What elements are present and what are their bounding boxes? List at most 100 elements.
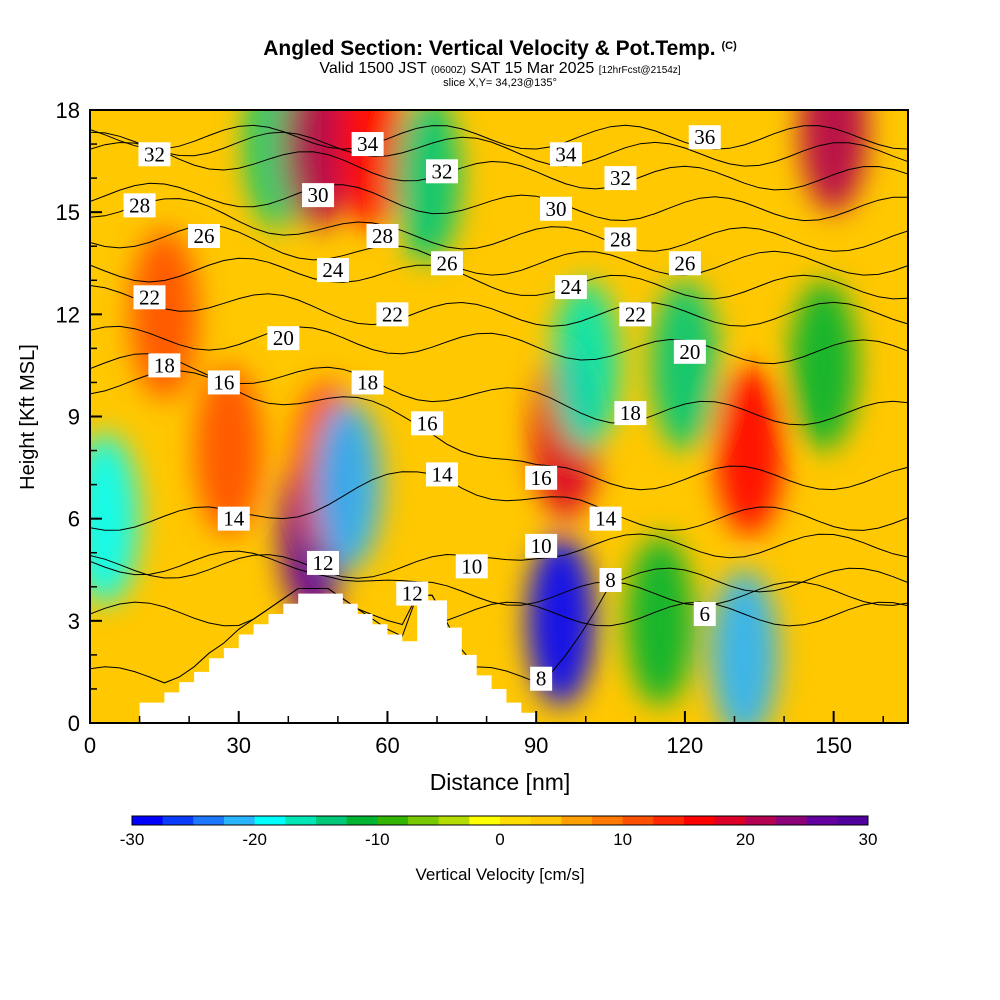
y-axis-label: Height [Kft MSL] [17, 344, 39, 490]
velocity-cell-12 [650, 280, 719, 451]
chart-title-main: Angled Section: Vertical Velocity & Pot.… [263, 37, 716, 60]
contour-label-10: 28 [610, 227, 631, 251]
contour-label-box-21 [148, 353, 181, 378]
colorbar-swatch-3 [224, 816, 256, 825]
colorbar-tick-4: 10 [613, 830, 632, 849]
contour-label-9: 28 [372, 224, 393, 248]
contour-label-18: 22 [625, 302, 646, 326]
contour-label-4: 32 [431, 159, 452, 183]
contour-label-box-7 [540, 196, 573, 221]
y-tick-label-2: 6 [68, 507, 80, 532]
contour-label-36: 6 [699, 602, 710, 626]
contour-label-24: 16 [213, 370, 234, 394]
contour-label-26: 16 [531, 466, 552, 490]
contour-label-box-6 [302, 183, 335, 208]
velocity-cell-7 [393, 110, 462, 264]
contour-label-box-4 [425, 159, 458, 184]
contour-label-6: 30 [308, 183, 329, 207]
colorbar-swatch-10 [438, 816, 470, 825]
contour-label-19: 20 [273, 326, 294, 350]
contour-labels: 36 34 34 32 32 32 30 30 28 28 28 26 26 26 24 24 22 22 22 20… [123, 125, 721, 691]
slice-info: slice X,Y= 34,23@135° [443, 77, 557, 89]
theta-contour-32 [90, 141, 908, 191]
contour-label-17: 22 [382, 302, 403, 326]
valid-forecast: [12hrFcst@2154z] [598, 65, 681, 76]
contour-label-box-36 [693, 602, 716, 627]
theta-contour-20 [90, 325, 908, 365]
contour-label-21: 18 [154, 353, 175, 377]
colorbar-tick-5: 20 [736, 830, 755, 849]
y-axis: 0 3 6 9 12 15 18 [56, 98, 102, 736]
contour-label-box-28 [425, 462, 458, 487]
contour-label-box-35 [530, 666, 553, 691]
contour-label-box-24 [207, 370, 240, 395]
velocity-cell-10 [551, 280, 620, 451]
theta-contour-28 [90, 198, 908, 252]
contour-label-box-16 [133, 285, 166, 310]
colorbar: -30 -20 -10 0 10 20 30 [120, 815, 878, 849]
contour-label-27: 14 [223, 507, 245, 531]
velocity-cell-18 [194, 365, 263, 536]
colorbar-tick-3: 0 [495, 830, 504, 849]
contour-label-31: 12 [402, 582, 423, 606]
colorbar-swatch-4 [254, 816, 286, 825]
theta-contour-22 [90, 285, 908, 327]
x-tick-label-4: 120 [667, 733, 704, 758]
velocity-cell-0 [90, 433, 139, 604]
contour-label-12: 26 [436, 251, 457, 275]
contour-label-32: 10 [461, 554, 482, 578]
colorbar-tick-1: -20 [242, 830, 267, 849]
contour-label-box-8 [123, 193, 156, 218]
colorbar-swatch-21 [776, 816, 808, 825]
contour-label-15: 24 [560, 275, 582, 299]
contour-label-box-29 [589, 506, 622, 531]
contour-label-box-15 [554, 275, 587, 300]
contour-label-29: 14 [595, 507, 617, 531]
terrain-mask [90, 593, 908, 723]
contour-label-box-14 [316, 258, 349, 283]
colorbar-swatch-19 [714, 816, 746, 825]
colorbar-swatch-17 [653, 816, 685, 825]
contour-label-box-22 [351, 370, 384, 395]
colorbar-swatch-14 [561, 816, 593, 825]
contour-label-box-9 [366, 224, 399, 249]
contour-label-box-23 [614, 401, 647, 426]
contour-label-box-13 [668, 251, 701, 276]
velocity-cell-16 [799, 110, 868, 213]
x-tick-label-2: 60 [375, 733, 399, 758]
velocity-cell-11 [626, 535, 695, 706]
contour-label-8: 28 [129, 193, 150, 217]
colorbar-swatch-7 [346, 816, 378, 825]
chart-title: Angled Section: Vertical Velocity & Pot.… [0, 37, 1000, 61]
y-tick-label-1: 3 [68, 609, 80, 634]
contour-label-5: 32 [610, 166, 631, 190]
colorbar-swatch-6 [316, 816, 348, 825]
contour-label-box-11 [188, 224, 221, 249]
x-axis-label: Distance [nm] [430, 769, 571, 795]
contour-label-box-17 [376, 302, 409, 327]
x-tick-label-5: 150 [815, 733, 852, 758]
x-axis: 0 30 60 90 120 150 [84, 711, 884, 758]
velocity-cell-17 [130, 229, 199, 400]
contour-label-11: 26 [194, 224, 215, 248]
contour-label-box-34 [599, 567, 622, 592]
theta-contour-24 [90, 257, 908, 300]
contour-label-20: 20 [679, 340, 700, 364]
contour-label-box-30 [307, 550, 340, 575]
colorbar-tick-0: -30 [120, 830, 145, 849]
contour-label-box-1 [351, 132, 384, 157]
contour-label-16: 22 [139, 285, 160, 309]
colorbar-swatch-11 [469, 816, 501, 825]
contour-label-box-10 [604, 227, 637, 252]
theta-contour-26 [90, 224, 908, 276]
y-tick-label-5: 15 [56, 200, 80, 225]
contour-label-box-27 [217, 506, 250, 531]
contour-label-box-18 [619, 302, 652, 327]
contour-label-14: 24 [322, 258, 344, 282]
contour-label-box-33 [525, 533, 558, 558]
colorbar-tick-6: 30 [859, 830, 878, 849]
x-tick-label-1: 30 [226, 733, 250, 758]
contour-label-box-3 [138, 142, 171, 167]
colorbar-label: Vertical Velocity [cm/s] [415, 865, 584, 884]
